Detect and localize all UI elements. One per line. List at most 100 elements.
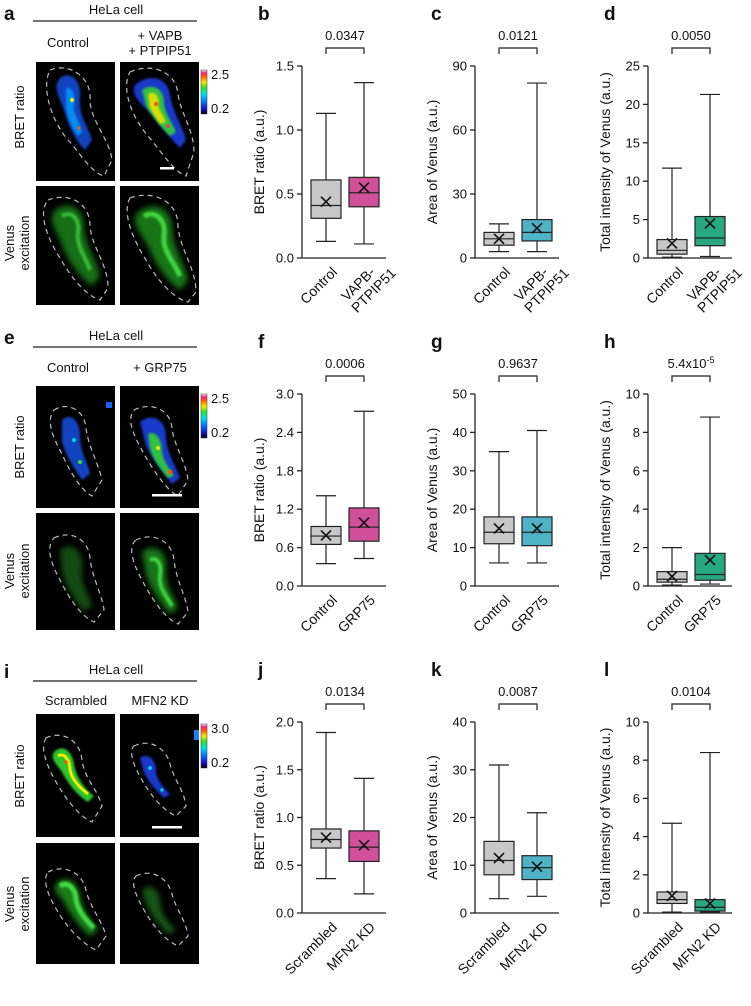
- venus-signal-grp75: [131, 536, 189, 625]
- row-label-venus-2: excitation: [17, 216, 32, 271]
- row-label-venus-1: Venus: [2, 552, 17, 589]
- y-tick-label: 2: [633, 867, 640, 882]
- box-mfn2-kd: MFN2 KD: [496, 812, 553, 974]
- y-tick-label: 10: [453, 858, 467, 873]
- iqr-box: [521, 516, 553, 547]
- y-tick-label: 15: [626, 135, 640, 150]
- iqr-box: [348, 507, 380, 542]
- box-plot-c: c 0 30 60 90 Area of Venus (a.u.) ControlVAPB-…: [424, 4, 572, 316]
- y-tick-label: 30: [453, 762, 467, 777]
- colorbar: [200, 393, 208, 439]
- y-tick-label: 10: [626, 174, 640, 189]
- box-plot-h: h 0 2 4 6 8 10 Total intensity of Venus (a.u.) C…: [597, 332, 732, 636]
- box-control: Control: [470, 223, 515, 307]
- x-tick-label: VAPB-PTPIP51: [337, 254, 399, 316]
- y-tick-label: 0: [460, 251, 467, 266]
- y-axis-label: Total intensity of Venus (a.u.): [597, 72, 613, 252]
- y-tick-label: 0.5: [276, 858, 294, 873]
- venus-signal-control: [42, 196, 109, 301]
- header-cell-line: HeLa cell: [89, 2, 143, 17]
- iqr-box: [310, 179, 342, 219]
- significance-bracket: [671, 47, 711, 54]
- iqr-box: [694, 552, 726, 581]
- mean-marker: [531, 861, 543, 873]
- panel-letter-b: b: [258, 4, 270, 25]
- panel-letter-j: j: [257, 660, 263, 681]
- condition-label-grp75: + GRP75: [133, 360, 187, 375]
- y-tick-label: 0.0: [276, 251, 294, 266]
- y-tick-label: 10: [626, 387, 640, 402]
- x-tick-label: Control: [297, 592, 340, 635]
- bret-signal-control: [49, 402, 112, 497]
- venus-signal-control: [49, 534, 105, 623]
- panel-letter-h: h: [604, 332, 616, 353]
- significance-bracket: [325, 375, 365, 382]
- condition-label-mfn2kd: MFN2 KD: [131, 693, 188, 708]
- box-control: Control: [297, 495, 342, 635]
- box-control: Control: [643, 546, 688, 635]
- y-tick-label: 0: [633, 251, 640, 266]
- x-tick-label: Control: [643, 592, 686, 635]
- condition-label-control: Control: [47, 360, 89, 375]
- box-vapb-ptpip51: VAPB-PTPIP51: [510, 82, 572, 316]
- mean-marker: [704, 217, 716, 230]
- scale-bar: [152, 494, 182, 497]
- y-tick-label: 0: [460, 906, 467, 921]
- p-value: 0.0134: [325, 684, 365, 699]
- y-tick-label: 6: [633, 791, 640, 806]
- y-axis-label: BRET ratio (a.u.): [251, 765, 267, 870]
- header-cell-line: HeLa cell: [89, 328, 143, 343]
- colorbar-min: 0.2: [211, 101, 229, 116]
- y-axis-label: Total intensity of Venus (a.u.): [597, 728, 613, 908]
- y-tick-label: 40: [453, 715, 467, 730]
- y-tick-label: 1.0: [276, 123, 294, 138]
- significance-bracket: [498, 47, 538, 54]
- row-label-bret: BRET ratio: [12, 415, 27, 478]
- y-tick-label: 0: [633, 906, 640, 921]
- y-tick-label: 0.0: [276, 906, 294, 921]
- y-axis-label: Area of Venus (a.u.): [424, 100, 440, 225]
- y-tick-label: 0.0: [276, 579, 294, 594]
- bret-image-mfn2kd: [120, 714, 199, 837]
- mean-marker: [666, 570, 678, 582]
- y-tick-label: 6: [633, 463, 640, 478]
- y-axis-label: Total intensity of Venus (a.u.): [597, 400, 613, 580]
- venus-signal-mfn2kd: [132, 872, 189, 947]
- iqr-box: [656, 238, 688, 255]
- box-vapb-ptpip51: VAPB-PTPIP51: [683, 93, 745, 316]
- y-tick-label: 8: [633, 425, 640, 440]
- y-tick-label: 1.5: [276, 762, 294, 777]
- mean-marker: [358, 839, 370, 851]
- mean-marker: [320, 529, 332, 542]
- y-tick-label: 2: [633, 540, 640, 555]
- iqr-box: [694, 899, 726, 912]
- mean-marker: [531, 222, 543, 234]
- row-label-venus-1: Venus: [2, 885, 17, 922]
- bret-signal-mfn2kd: [130, 730, 199, 829]
- y-tick-label: 25: [626, 59, 640, 74]
- image-panel-e: e HeLa cell Control + GRP75 BRET ratio V…: [2, 328, 229, 630]
- condition-label-vapb: + VAPB: [138, 28, 183, 43]
- y-axis-label: BRET ratio (a.u.): [251, 110, 267, 215]
- p-value: 0.9637: [498, 356, 538, 371]
- y-tick-label: 2.0: [276, 715, 294, 730]
- panel-letter-d: d: [604, 4, 616, 25]
- mean-marker: [320, 831, 332, 844]
- x-tick-label: GRP75: [680, 592, 724, 636]
- mean-marker: [358, 182, 370, 194]
- panel-letter-e: e: [4, 328, 15, 349]
- header-cell-line: HeLa cell: [89, 662, 143, 677]
- x-tick-label: VAPB-PTPIP51: [683, 254, 745, 316]
- iqr-box: [656, 891, 688, 905]
- x-tick-label: VAPB-PTPIP51: [510, 254, 572, 316]
- significance-bracket: [498, 703, 538, 710]
- colorbar-min: 0.2: [211, 755, 229, 770]
- mean-marker: [704, 897, 716, 910]
- box-plot-b: b 0.0 0.5 1.0 1.5 BRET ratio (a.u.) ControlVAP…: [251, 4, 399, 316]
- bret-signal-scrambled: [43, 734, 103, 823]
- significance-bracket: [498, 375, 538, 382]
- y-tick-label: 8: [633, 753, 640, 768]
- y-tick-label: 90: [453, 59, 467, 74]
